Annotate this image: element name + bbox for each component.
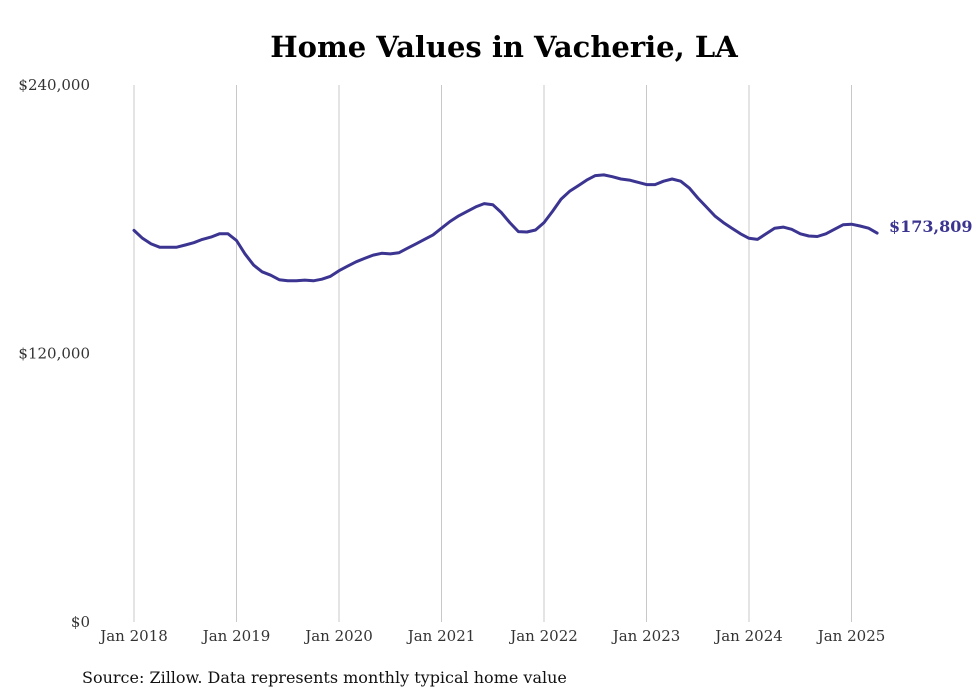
x-tick-label: Jan 2021: [406, 627, 476, 645]
x-tick-label: Jan 2024: [713, 627, 783, 645]
x-tick-label: Jan 2025: [816, 627, 886, 645]
chart-title: Home Values in Vacherie, LA: [270, 30, 738, 64]
y-tick-label: $120,000: [18, 345, 90, 363]
x-tick-label: Jan 2019: [201, 627, 271, 645]
x-axis-ticks: Jan 2018 Jan 2019 Jan 2020 Jan 2021 Jan 2022…: [98, 627, 885, 645]
y-tick-label: $240,000: [18, 76, 90, 94]
y-tick-label: $0: [71, 613, 90, 631]
series-line: [132, 173, 879, 283]
x-tick-label: Jan 2023: [611, 627, 681, 645]
end-label-layer: $173,809: [889, 217, 973, 236]
x-tick-label: Jan 2022: [508, 627, 578, 645]
source-note: Source: Zillow. Data represents monthly …: [82, 668, 567, 687]
end-value-label: $173,809: [889, 217, 973, 236]
gridlines: [133, 85, 852, 622]
x-tick-label: Jan 2018: [98, 627, 168, 645]
y-axis-ticks: $0 $120,000 $240,000: [18, 76, 90, 631]
series-layer: [132, 173, 879, 283]
data-points: [133, 173, 879, 282]
x-tick-label: Jan 2020: [303, 627, 373, 645]
